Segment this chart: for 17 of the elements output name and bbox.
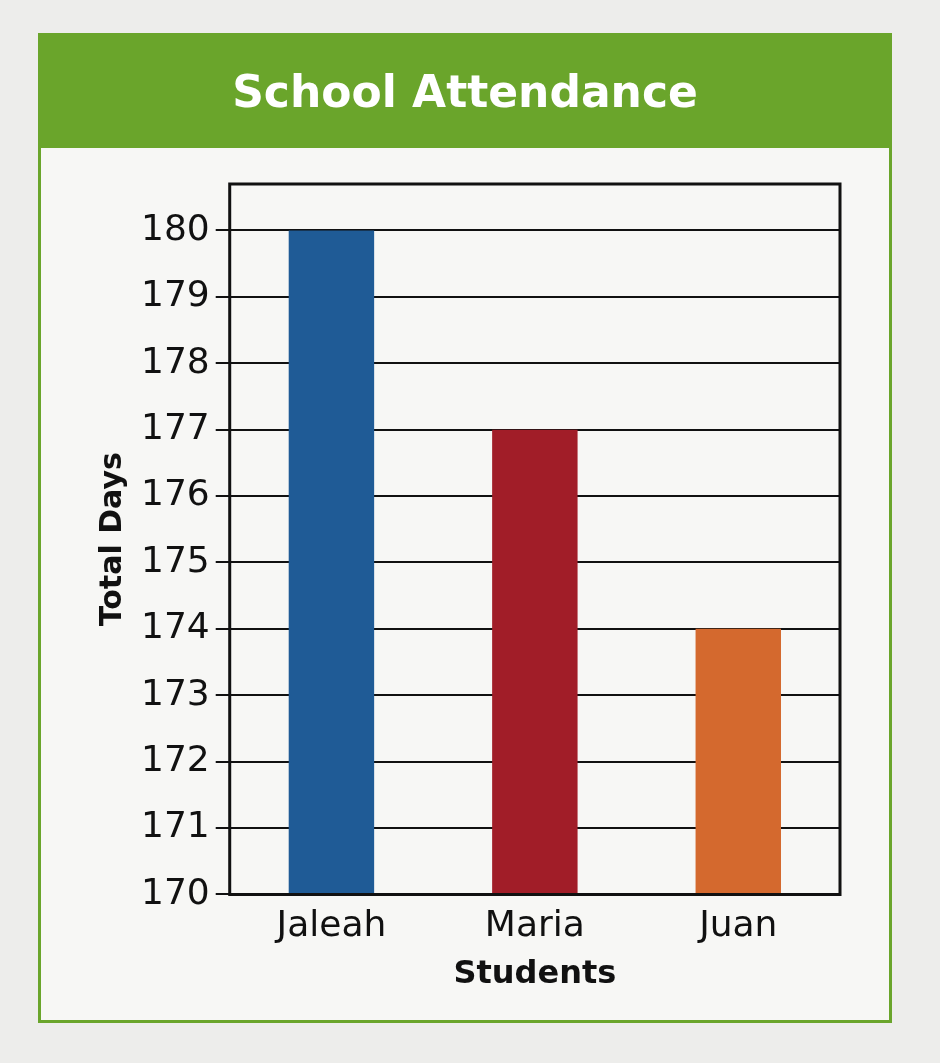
y-tick-label: 177 — [140, 406, 210, 448]
y-tick-label: 170 — [140, 870, 210, 912]
y-tick-label: 172 — [140, 737, 210, 779]
x-tick-label: Juan — [697, 903, 778, 945]
y-tick-label: 179 — [140, 273, 210, 315]
y-tick-label: 180 — [140, 206, 210, 248]
x-axis-title: Students — [453, 953, 617, 992]
y-tick-label: 171 — [140, 804, 210, 846]
y-tick-label: 174 — [140, 605, 210, 647]
y-tick-label: 178 — [140, 339, 210, 381]
y-tick-label: 173 — [140, 671, 210, 713]
y-tick-label: 175 — [140, 538, 210, 580]
y-axis-title: Total Days — [92, 452, 128, 627]
y-tick-label: 176 — [140, 472, 210, 514]
chart-title: School Attendance — [41, 36, 889, 148]
x-tick-label: Maria — [484, 903, 585, 945]
x-tick-label: Jaleah — [274, 903, 387, 945]
